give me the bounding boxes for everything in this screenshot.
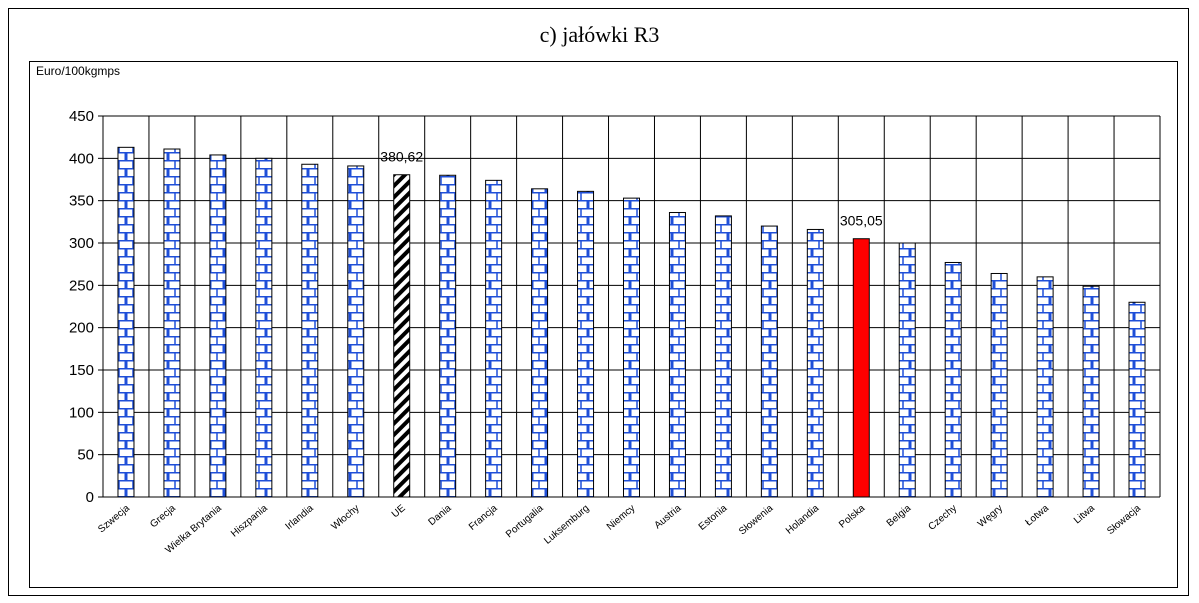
bar-czechy: [944, 261, 962, 498]
y-tick-label: 300: [69, 235, 94, 252]
x-tick-label: Łotwa: [1024, 503, 1052, 529]
y-tick-label: 450: [69, 108, 94, 125]
bar-słowacja: [1128, 301, 1146, 498]
chart-title: c) jałówki R3: [539, 22, 660, 47]
data-label: 305,05: [840, 213, 883, 229]
x-tick-label: Litwa: [1072, 503, 1097, 527]
x-tick-label: Szwecja: [96, 503, 132, 536]
bar-łotwa: [1036, 276, 1054, 498]
bar-belgia: [898, 242, 916, 498]
x-tick-label: Holandia: [784, 503, 822, 537]
x-tick-label: Belgia: [885, 503, 914, 530]
bars: [117, 146, 1146, 498]
bar-holandia: [806, 228, 824, 498]
x-tick-label: UE: [390, 503, 408, 521]
bar-węgry: [990, 272, 1008, 498]
x-tick-label: Dania: [427, 503, 454, 529]
y-tick-label: 350: [69, 193, 94, 210]
x-tick-label: Włochy: [329, 503, 361, 533]
x-tick-label: Czechy: [926, 503, 959, 533]
bar-portugalia: [531, 188, 549, 498]
y-tick-label: 150: [69, 362, 94, 379]
y-axis-unit-label: Euro/100kgmps: [36, 64, 121, 78]
bar-irlandia: [301, 163, 319, 498]
y-tick-label: 200: [69, 320, 94, 337]
bar-litwa: [1082, 285, 1100, 498]
x-tick-label: Luksemburg: [542, 503, 591, 547]
bar-estonia: [714, 215, 732, 498]
y-tick-label: 400: [69, 150, 94, 167]
x-tick-label: Słowenia: [737, 503, 775, 538]
y-tick-label: 50: [77, 447, 94, 464]
bar-austria: [668, 212, 686, 498]
y-tick-label: 0: [86, 489, 94, 506]
bar-szwecja: [117, 146, 135, 498]
x-tick-label: Słowacja: [1105, 503, 1143, 537]
labels: 0 50 100 150 200 250 300 350 400 450 Szwecja Grecja…: [69, 108, 1143, 556]
x-tick-label: Irlandia: [284, 503, 317, 533]
y-tick-label: 250: [69, 277, 94, 294]
data-label: 380,62: [380, 149, 423, 165]
bar-grecja: [163, 148, 181, 498]
bar-polska: [852, 238, 870, 498]
bar-słowenia: [760, 225, 778, 498]
x-tick-label: Grecja: [148, 503, 178, 531]
x-tick-label: Hiszpania: [229, 503, 270, 540]
bar-niemcy: [623, 197, 640, 498]
bar-wielka-brytania: [209, 154, 227, 498]
x-tick-label: Austria: [652, 503, 683, 532]
x-tick-label: Estonia: [697, 503, 730, 533]
x-tick-label: Polska: [837, 503, 867, 531]
x-tick-label: Węgry: [976, 503, 1005, 530]
bar-włochy: [347, 165, 365, 498]
bar-hiszpania: [255, 157, 273, 498]
plot-area-border: [29, 61, 1178, 588]
x-tick-label: Francja: [467, 503, 500, 533]
y-tick-label: 100: [69, 404, 94, 421]
bar-francja: [485, 179, 503, 498]
x-tick-label: Niemcy: [605, 503, 638, 533]
bar-dania: [439, 174, 457, 498]
bar-ue: [393, 174, 411, 498]
bar-luksemburg: [577, 190, 595, 498]
x-tick-label: Portugalia: [504, 503, 546, 541]
